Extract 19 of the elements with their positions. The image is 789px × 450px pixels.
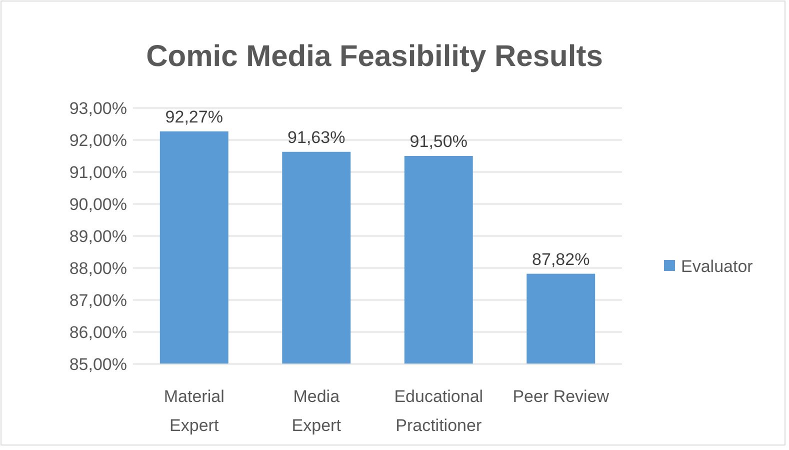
data-label: 87,82% [532, 250, 590, 269]
data-label: 91,50% [410, 132, 468, 151]
legend-label: Evaluator [681, 256, 754, 276]
y-tick-label: 86,00% [69, 322, 127, 342]
y-tick-label: 88,00% [69, 258, 127, 278]
y-tick-label: 91,00% [69, 162, 127, 182]
x-tick-label: Material Expert [164, 387, 224, 435]
y-tick-label: 89,00% [69, 226, 127, 246]
y-tick-label: 85,00% [69, 354, 127, 374]
x-tick-label: Peer Review [512, 387, 610, 406]
data-label: 91,63% [288, 128, 346, 147]
x-tick-label: Media Expert [292, 387, 342, 435]
y-tick-label: 93,00% [69, 98, 127, 118]
y-tick-label: 92,00% [69, 130, 127, 150]
chart-title: Comic Media Feasibility Results [146, 40, 603, 73]
y-tick-label: 87,00% [69, 290, 127, 310]
data-label: 92,27% [165, 107, 223, 126]
x-tick-label: Educational Practitioner [394, 387, 484, 435]
y-tick-label: 90,00% [69, 194, 127, 214]
